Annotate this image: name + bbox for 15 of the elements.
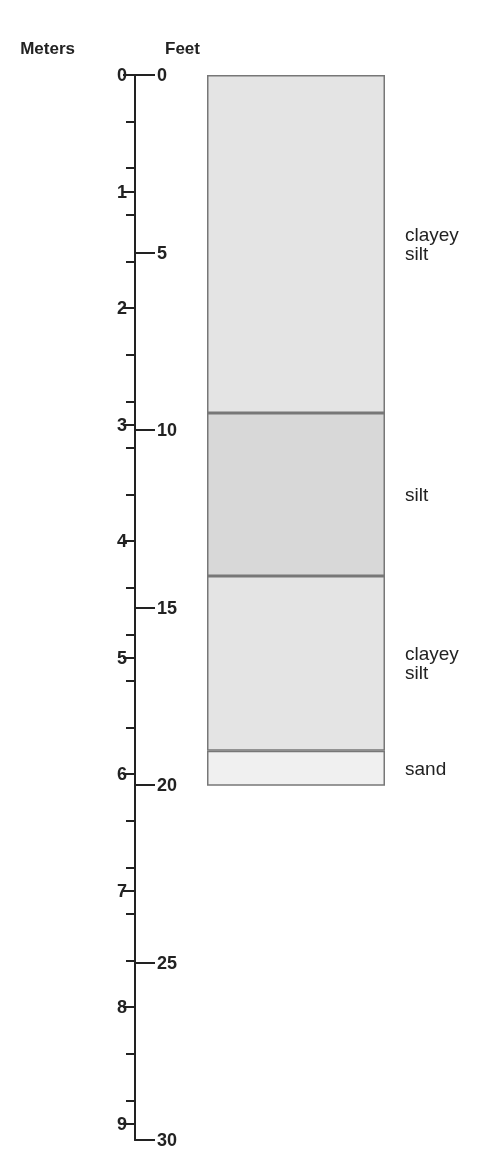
y2-tick-label: 30 <box>157 1130 178 1150</box>
y2-tick-label: 10 <box>157 420 178 440</box>
y2-axis-title: Feet <box>165 39 201 58</box>
y2-tick-label: 25 <box>157 952 178 973</box>
y2-tick-label: 20 <box>157 775 178 795</box>
y-tick-label: 1 <box>116 181 127 202</box>
series-label: clayey silt <box>405 643 465 684</box>
y-axis-title: Meters <box>20 39 75 58</box>
series-label: clayey silt <box>405 223 465 264</box>
y2-tick-label: 5 <box>157 242 168 263</box>
series-label: sand <box>405 757 447 779</box>
y2-tick-label: 0 <box>157 65 168 85</box>
y2-tick-label: 15 <box>157 597 178 618</box>
y-tick-label: 7 <box>116 880 127 901</box>
series-label: silt <box>405 483 429 505</box>
